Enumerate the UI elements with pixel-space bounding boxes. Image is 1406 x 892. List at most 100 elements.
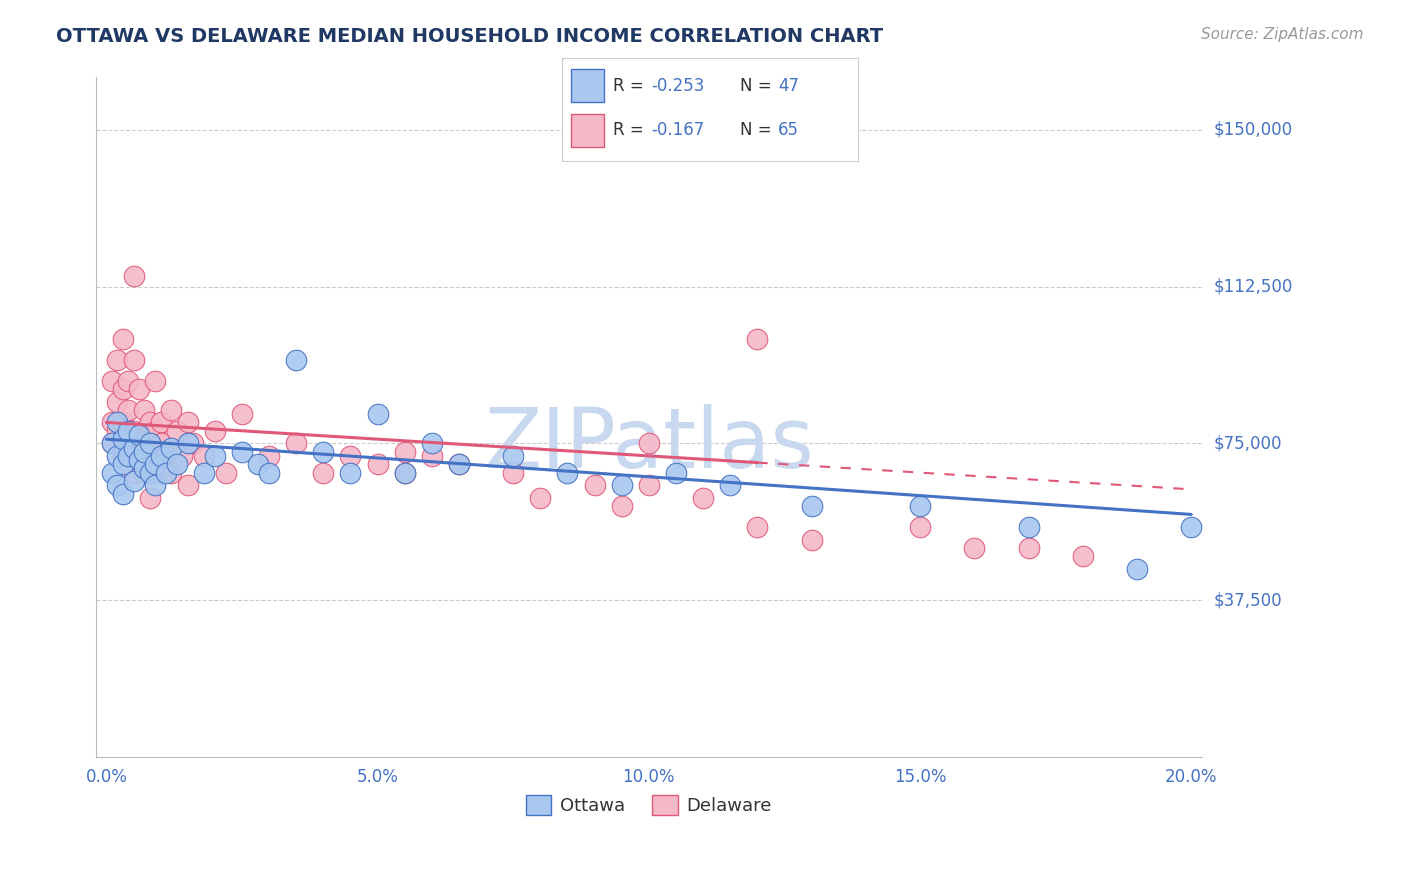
Point bbox=[139, 444, 162, 458]
Point bbox=[160, 403, 183, 417]
Point bbox=[111, 416, 134, 430]
Point bbox=[101, 436, 124, 450]
Point bbox=[502, 466, 524, 480]
Point bbox=[247, 457, 270, 471]
Point bbox=[128, 436, 150, 450]
Point bbox=[800, 533, 823, 547]
Point bbox=[122, 466, 145, 480]
Point bbox=[139, 416, 162, 430]
Point bbox=[908, 499, 931, 513]
Text: Source: ZipAtlas.com: Source: ZipAtlas.com bbox=[1201, 27, 1364, 42]
Point bbox=[143, 374, 166, 388]
Text: $75,000: $75,000 bbox=[1213, 434, 1282, 452]
Point bbox=[105, 424, 128, 438]
Point bbox=[111, 332, 134, 346]
Point bbox=[420, 449, 443, 463]
Point bbox=[1018, 541, 1040, 555]
Text: -0.167: -0.167 bbox=[651, 120, 704, 139]
Point bbox=[718, 478, 741, 492]
Point bbox=[122, 474, 145, 488]
Point bbox=[111, 449, 134, 463]
Text: N =: N = bbox=[740, 77, 776, 95]
Point bbox=[610, 499, 633, 513]
Point bbox=[155, 466, 177, 480]
Point bbox=[105, 478, 128, 492]
Point bbox=[177, 478, 200, 492]
Point bbox=[193, 449, 215, 463]
Point bbox=[101, 416, 124, 430]
Text: -0.253: -0.253 bbox=[651, 77, 704, 95]
Point bbox=[692, 491, 714, 505]
Point bbox=[111, 457, 134, 471]
Point bbox=[181, 436, 204, 450]
Point bbox=[149, 466, 172, 480]
Point bbox=[143, 457, 166, 471]
Text: 47: 47 bbox=[778, 77, 799, 95]
Point bbox=[420, 436, 443, 450]
Point bbox=[215, 466, 238, 480]
Text: $37,500: $37,500 bbox=[1213, 591, 1282, 609]
Point bbox=[204, 424, 226, 438]
Point bbox=[394, 444, 416, 458]
Point bbox=[177, 416, 200, 430]
Point bbox=[231, 444, 253, 458]
Point bbox=[285, 352, 308, 367]
Point bbox=[149, 449, 172, 463]
Point bbox=[149, 436, 172, 450]
Point bbox=[117, 449, 139, 463]
Point bbox=[637, 478, 659, 492]
Point bbox=[583, 478, 606, 492]
Text: R =: R = bbox=[613, 77, 648, 95]
Point bbox=[257, 466, 280, 480]
Point bbox=[105, 394, 128, 409]
Point bbox=[665, 466, 688, 480]
Point bbox=[111, 486, 134, 500]
Text: N =: N = bbox=[740, 120, 776, 139]
Point bbox=[447, 457, 470, 471]
Point bbox=[1071, 549, 1094, 564]
Text: OTTAWA VS DELAWARE MEDIAN HOUSEHOLD INCOME CORRELATION CHART: OTTAWA VS DELAWARE MEDIAN HOUSEHOLD INCO… bbox=[56, 27, 883, 45]
Point bbox=[166, 457, 188, 471]
Point bbox=[747, 332, 769, 346]
Point bbox=[339, 449, 361, 463]
Point bbox=[139, 491, 162, 505]
Point bbox=[1126, 562, 1149, 576]
Point bbox=[312, 466, 335, 480]
Point bbox=[122, 268, 145, 283]
Point bbox=[177, 436, 200, 450]
Point bbox=[101, 466, 124, 480]
Point bbox=[963, 541, 986, 555]
Point bbox=[128, 453, 150, 467]
Point bbox=[128, 382, 150, 396]
Point bbox=[122, 352, 145, 367]
Point bbox=[367, 407, 389, 421]
Point bbox=[155, 449, 177, 463]
Point bbox=[285, 436, 308, 450]
Point bbox=[502, 449, 524, 463]
Point bbox=[637, 436, 659, 450]
Point bbox=[101, 374, 124, 388]
Point bbox=[800, 499, 823, 513]
Point bbox=[139, 466, 162, 480]
Point bbox=[149, 416, 172, 430]
Point bbox=[172, 449, 194, 463]
Point bbox=[105, 416, 128, 430]
Text: R =: R = bbox=[613, 120, 648, 139]
Point bbox=[117, 424, 139, 438]
Text: $112,500: $112,500 bbox=[1213, 277, 1292, 295]
Text: ZIPatlas: ZIPatlas bbox=[484, 404, 814, 485]
Point bbox=[394, 466, 416, 480]
Point bbox=[122, 424, 145, 438]
Point bbox=[117, 436, 139, 450]
Point bbox=[312, 444, 335, 458]
Point bbox=[908, 520, 931, 534]
Point bbox=[1180, 520, 1202, 534]
Point bbox=[111, 432, 134, 446]
Legend: Ottawa, Delaware: Ottawa, Delaware bbox=[519, 788, 779, 822]
Point bbox=[134, 466, 156, 480]
Point bbox=[447, 457, 470, 471]
Point bbox=[143, 478, 166, 492]
Point bbox=[610, 478, 633, 492]
Point bbox=[1018, 520, 1040, 534]
Text: 65: 65 bbox=[778, 120, 799, 139]
